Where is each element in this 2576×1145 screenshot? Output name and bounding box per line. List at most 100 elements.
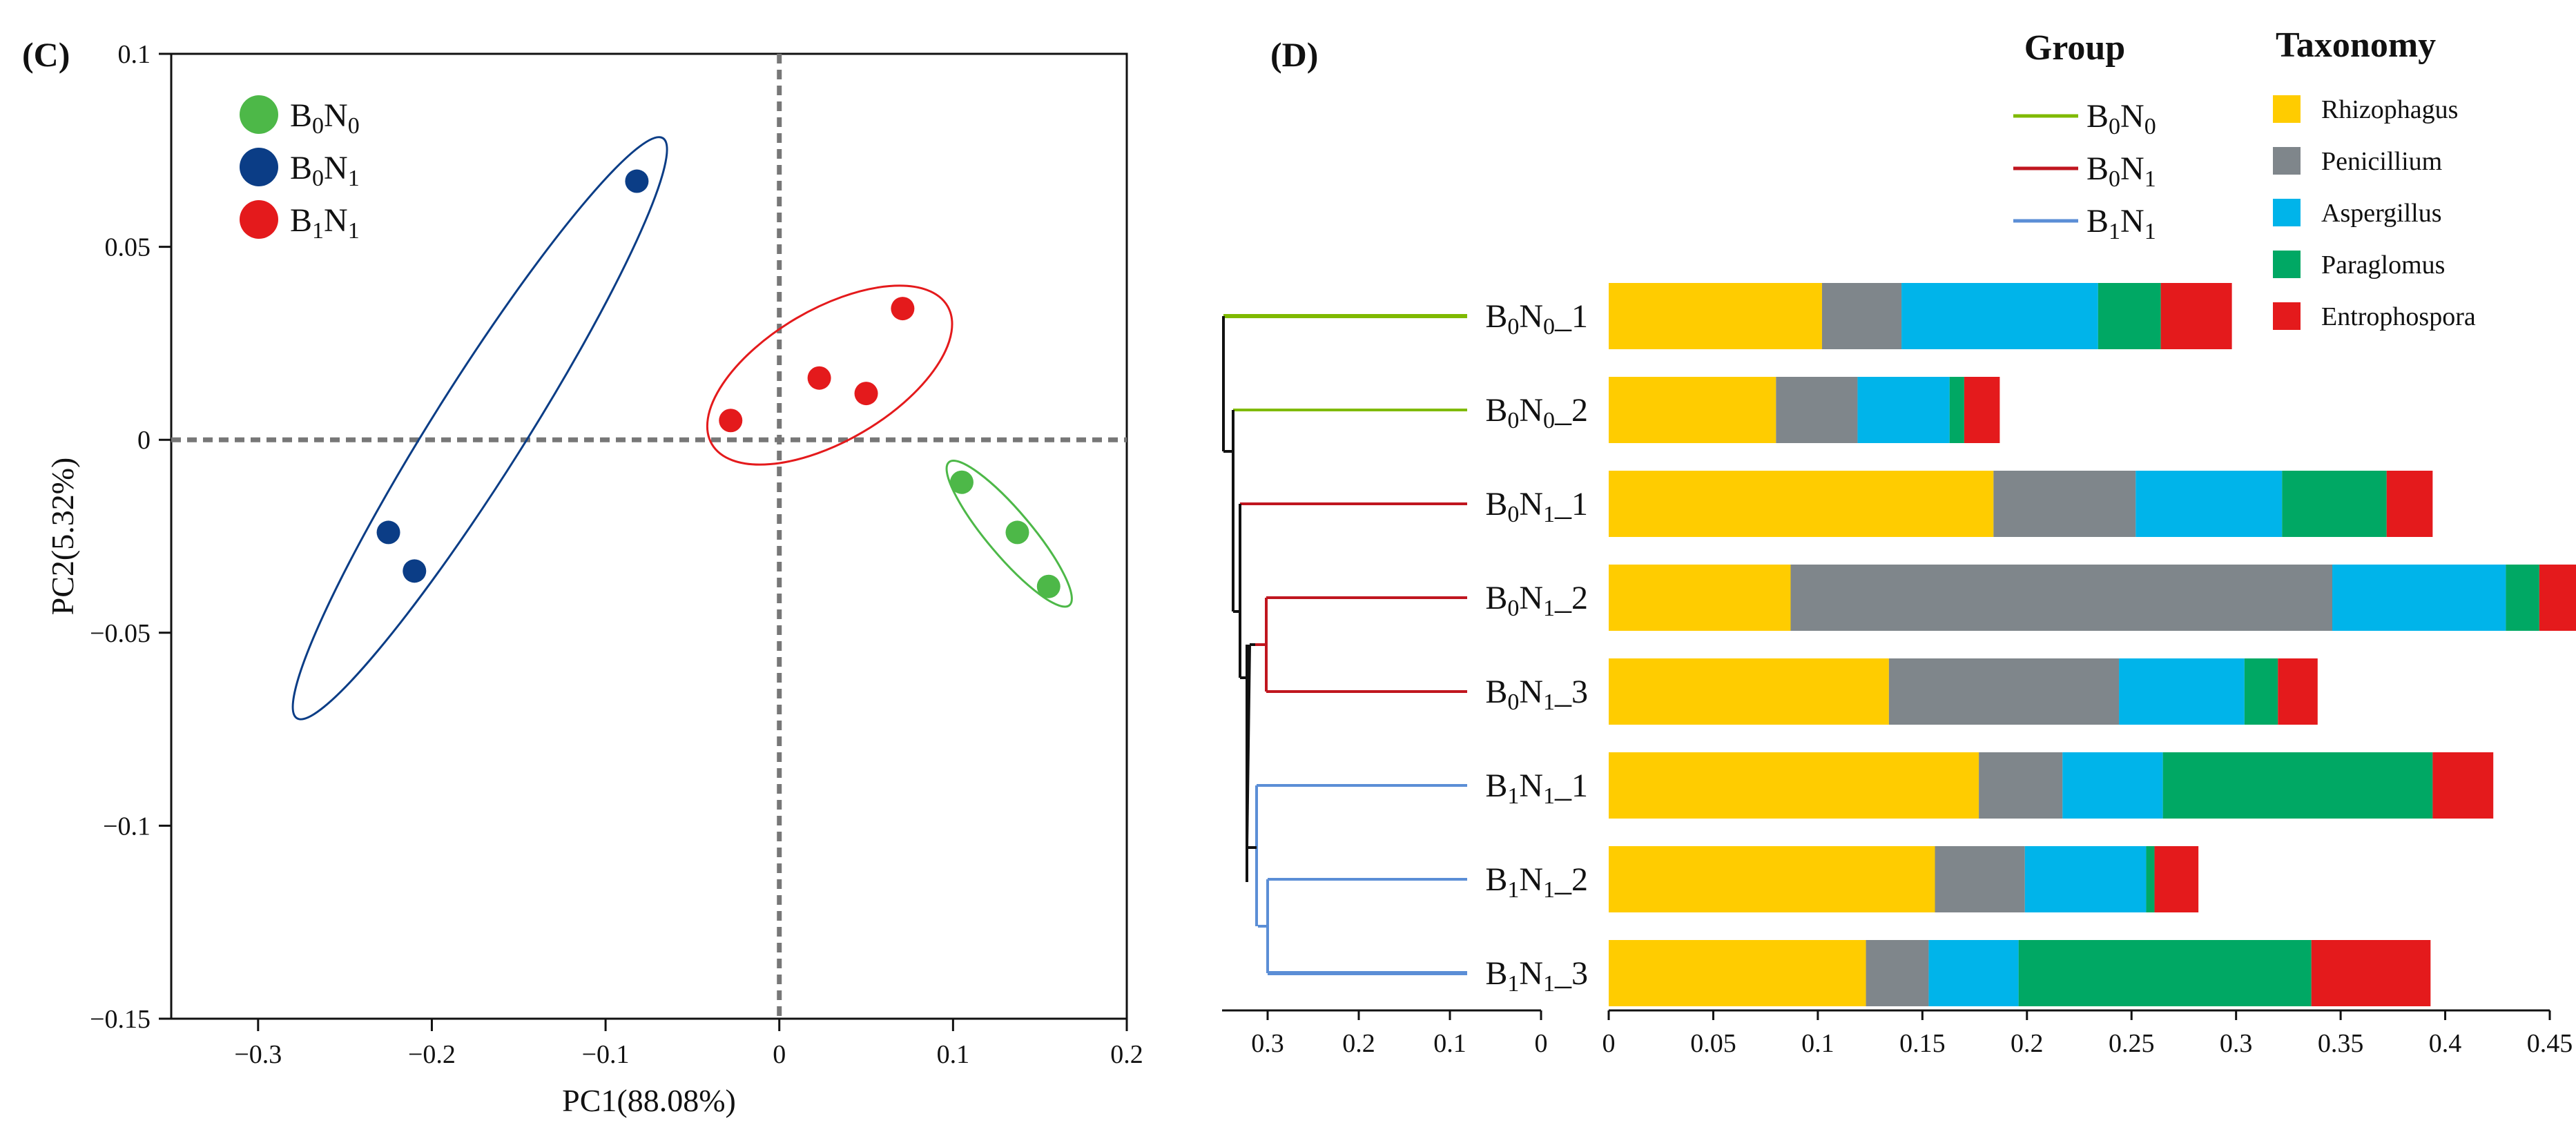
y-tick-label: 0.05 xyxy=(105,233,151,262)
bar-segment xyxy=(1979,752,2063,819)
sample-label-part: B xyxy=(1485,674,1507,710)
bar-segment xyxy=(1949,377,1964,443)
sample-label-part: _2 xyxy=(1554,580,1588,616)
bar-segment xyxy=(1609,752,1979,819)
sample-label: B0N0_2 xyxy=(1485,392,1588,433)
bar-segment xyxy=(2506,565,2539,631)
y-tick-label: −0.1 xyxy=(103,812,151,841)
bar-segment xyxy=(1790,565,2332,631)
taxonomy-legend-label: Entrophospora xyxy=(2321,302,2476,331)
bar-segment xyxy=(1857,377,1950,443)
group-legend-label-part: N xyxy=(2120,150,2144,187)
legend-label: B1N1 xyxy=(290,202,360,244)
tree-x-tick-label: 0.1 xyxy=(1433,1029,1466,1058)
x-axis-label: PC1(88.08%) xyxy=(562,1083,736,1118)
x-tick-label: −0.1 xyxy=(582,1040,630,1069)
sample-label-part: N xyxy=(1519,767,1543,804)
sample-label-part: 1 xyxy=(1543,502,1555,527)
taxonomy-legend-label: Aspergillus xyxy=(2321,199,2442,228)
bar-x-tick-label: 0.15 xyxy=(1899,1029,1946,1058)
group-legend-label-part: 0 xyxy=(2144,114,2156,139)
sample-label-part: N xyxy=(1519,392,1543,429)
bar-segment xyxy=(1928,940,2019,1006)
legend-label-part: N xyxy=(324,202,348,239)
sample-label-part: _2 xyxy=(1554,392,1588,429)
group-legend-label-part: N xyxy=(2120,98,2144,135)
sample-label-part: N xyxy=(1519,955,1543,992)
sample-label-part: 1 xyxy=(1543,689,1555,715)
tree-x-tick-label: 0 xyxy=(1535,1029,1548,1058)
sample-label-part: _1 xyxy=(1554,486,1588,522)
bar-segment xyxy=(1935,846,2025,912)
bar-segment xyxy=(2311,940,2431,1006)
bar-segment xyxy=(2432,752,2494,819)
y-axis-label: PC2(5.32%) xyxy=(45,458,80,616)
data-point xyxy=(376,520,400,545)
taxonomy-legend-label: Penicillium xyxy=(2321,147,2442,176)
sample-label: B0N1_1 xyxy=(1485,486,1588,527)
bar-segment xyxy=(2244,658,2278,725)
legend-label-part: B xyxy=(290,97,312,134)
group-legend-label-part: 1 xyxy=(2144,219,2156,244)
legend-marker xyxy=(240,148,278,186)
data-point xyxy=(625,169,649,193)
bar-segment xyxy=(1609,940,1866,1006)
sample-label-part: 0 xyxy=(1507,502,1519,527)
bar-segment xyxy=(1776,377,1858,443)
bar-x-tick-label: 0.2 xyxy=(2011,1029,2044,1058)
bar-segment xyxy=(2024,846,2147,912)
data-point xyxy=(1036,574,1061,598)
bar-segment xyxy=(1993,471,2136,537)
sample-label-part: B xyxy=(1485,486,1507,522)
data-point xyxy=(1005,520,1029,545)
bar-segment xyxy=(1901,283,2098,349)
sample-label-part: N xyxy=(1519,486,1543,522)
sample-label-part: 0 xyxy=(1507,408,1519,433)
panel-c-label: (C) xyxy=(22,35,70,74)
taxonomy-legend-swatch xyxy=(2273,302,2301,330)
group-legend-label-part: B xyxy=(2086,203,2109,239)
taxonomy-legend-swatch xyxy=(2273,95,2301,123)
data-point xyxy=(403,559,427,583)
legend-label-part: N xyxy=(324,97,348,134)
bar-segment xyxy=(2386,471,2433,537)
bar-segment xyxy=(2160,283,2232,349)
sample-label-part: _3 xyxy=(1554,674,1588,710)
legend-label: B0N1 xyxy=(290,150,360,191)
bar-segment xyxy=(2136,471,2283,537)
sample-label-part: 1 xyxy=(1543,971,1555,997)
data-point xyxy=(719,409,743,433)
data-point xyxy=(949,470,974,494)
bar-segment xyxy=(2018,940,2312,1006)
group-legend-label: B0N0 xyxy=(2086,98,2156,139)
bar-segment xyxy=(2146,846,2155,912)
bar-segment xyxy=(2062,752,2163,819)
group-ellipse xyxy=(706,284,953,466)
sample-label: B0N1_2 xyxy=(1485,580,1588,621)
sample-label-part: N xyxy=(1519,298,1543,335)
bar-segment xyxy=(2154,846,2199,912)
group-legend-label-part: B xyxy=(2086,98,2109,135)
group-legend-label-part: 0 xyxy=(2109,114,2120,139)
group-legend-label-part: 1 xyxy=(2109,219,2120,244)
sample-label-part: 0 xyxy=(1507,596,1519,621)
sample-label-part: _3 xyxy=(1554,955,1588,992)
sample-label-part: B xyxy=(1485,580,1507,616)
legend-marker xyxy=(240,200,278,239)
sample-label-part: B xyxy=(1485,861,1507,898)
legend-marker xyxy=(240,95,278,134)
panel-d-label: (D) xyxy=(1270,35,1318,74)
sample-label: B1N1_1 xyxy=(1485,767,1588,809)
bar-x-tick-label: 0 xyxy=(1602,1029,1616,1058)
x-tick-label: −0.3 xyxy=(234,1040,282,1069)
bar-segment xyxy=(2119,658,2245,725)
bar-segment xyxy=(2278,658,2318,725)
y-tick-label: 0 xyxy=(137,426,151,455)
bar-segment xyxy=(1821,283,1902,349)
bar-segment xyxy=(1866,940,1929,1006)
bar-segment xyxy=(2332,565,2506,631)
x-tick-label: −0.2 xyxy=(408,1040,456,1069)
group-legend-title: Group xyxy=(2024,28,2125,68)
sample-label-part: _1 xyxy=(1554,767,1588,804)
